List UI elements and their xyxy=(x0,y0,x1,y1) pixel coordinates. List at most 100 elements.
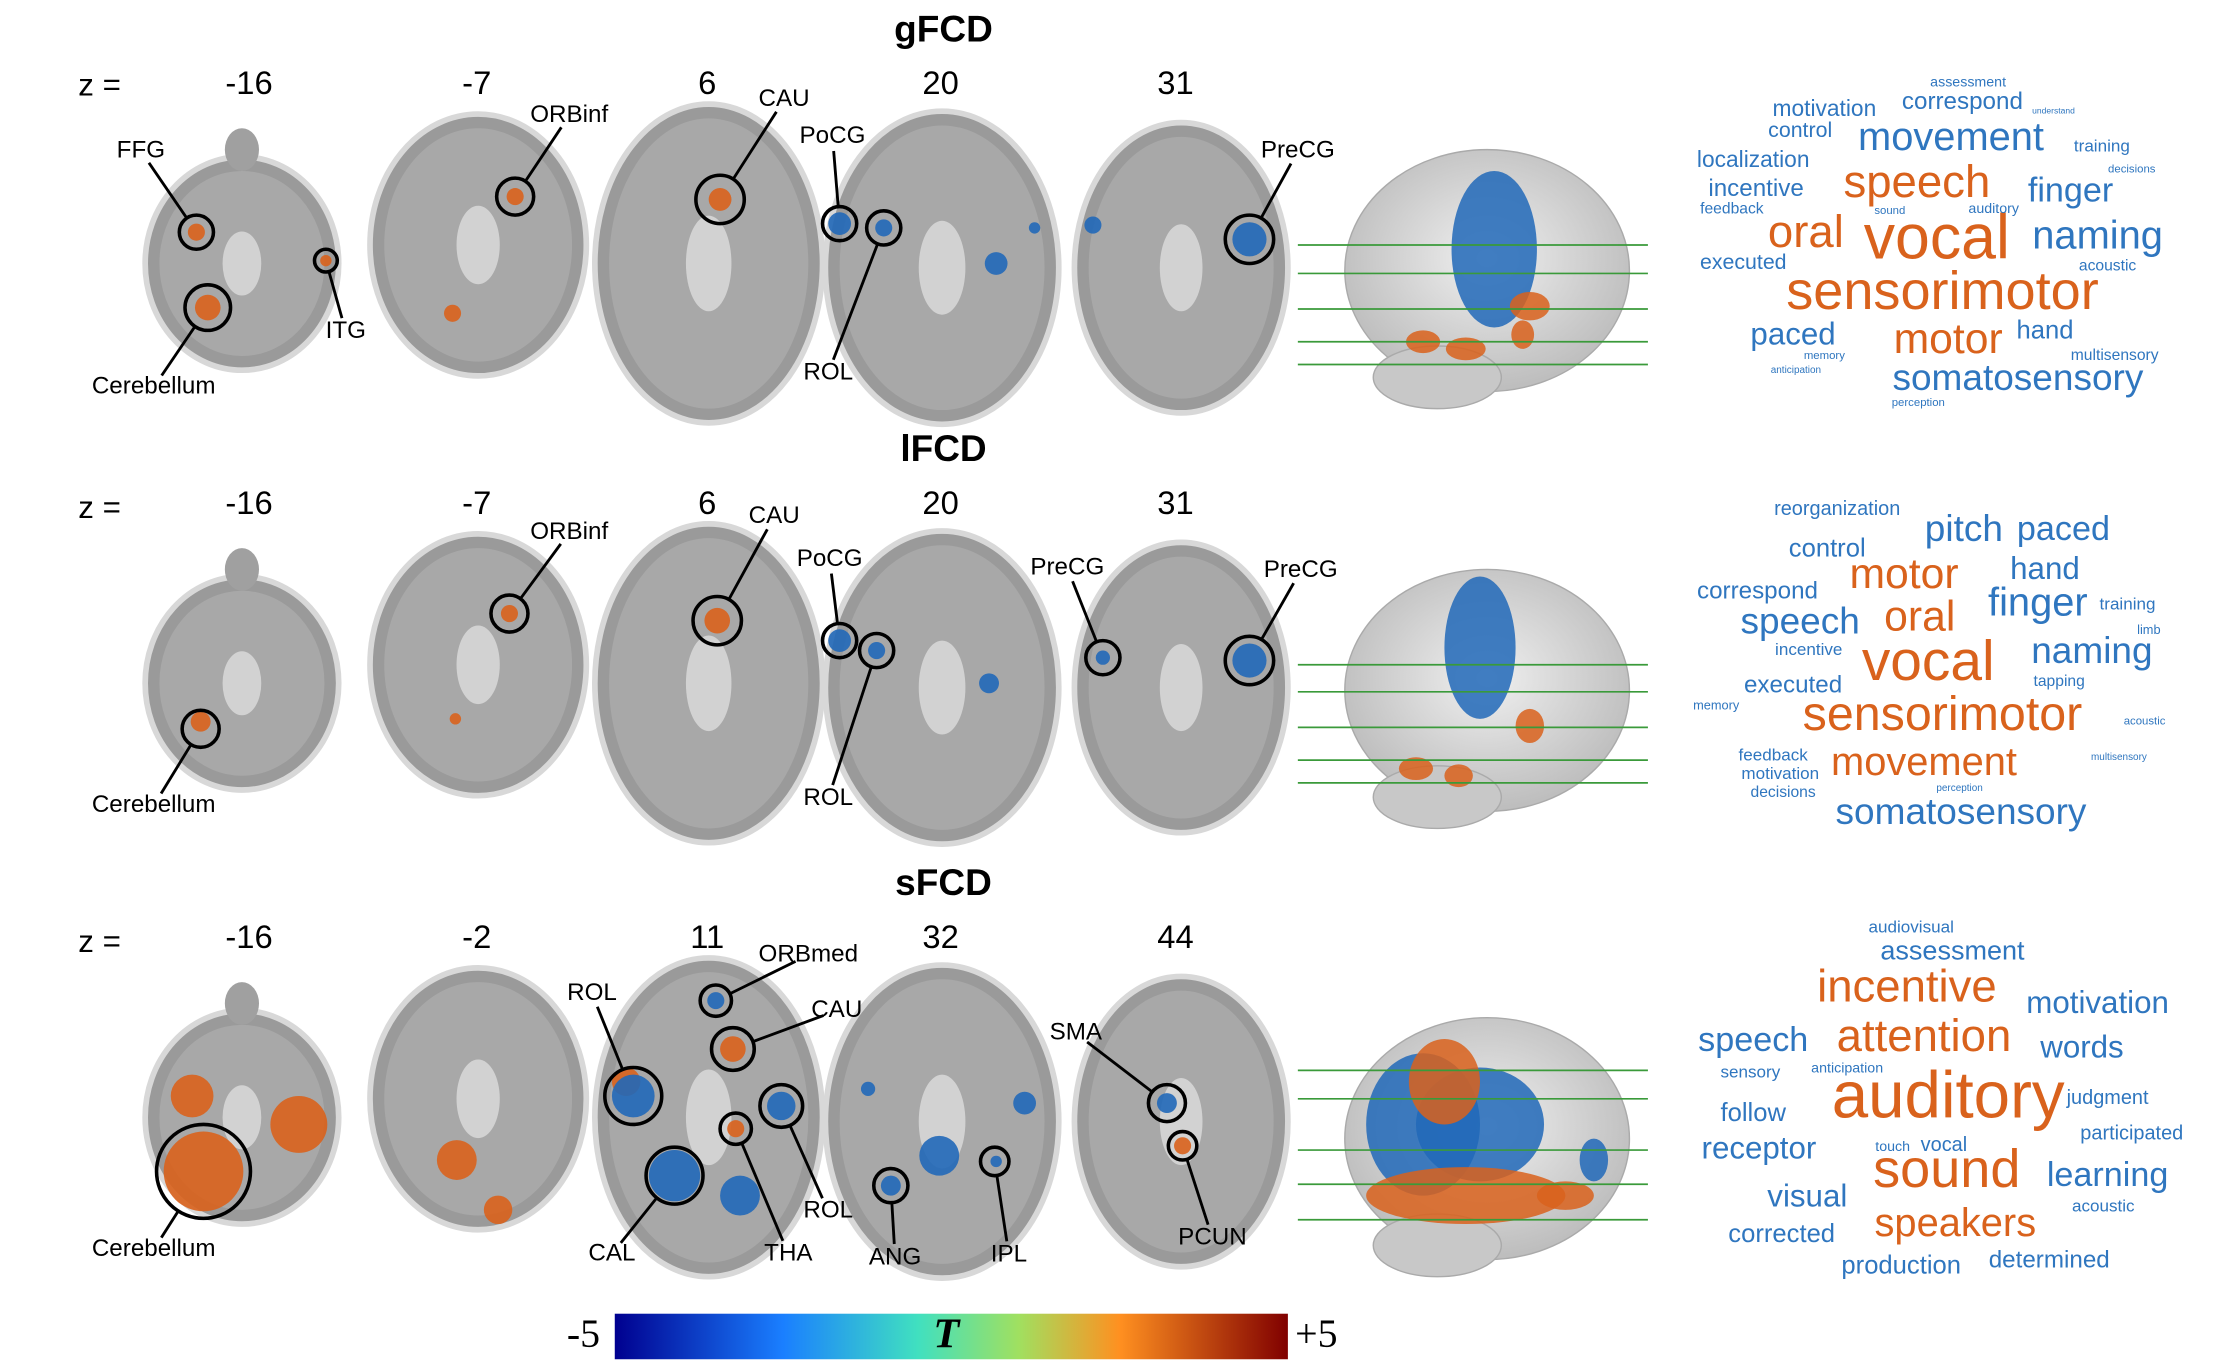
leader-line xyxy=(729,960,797,995)
activation-3d xyxy=(1515,708,1545,744)
word-cloud-term: motor xyxy=(1850,550,1959,598)
region-circle xyxy=(312,247,340,274)
region-label: ROL xyxy=(803,358,853,385)
word-cloud-term: touch xyxy=(1875,1139,1910,1155)
region-label: ITG xyxy=(326,317,366,344)
word-cloud-term: memory xyxy=(1804,350,1845,362)
word-cloud-term: correspond xyxy=(1902,88,2023,115)
region-circle xyxy=(1223,213,1276,266)
leader-line xyxy=(159,743,193,795)
region-label: THA xyxy=(764,1239,813,1266)
word-cloud-term: somatosensory xyxy=(1892,357,2143,398)
leader-line xyxy=(788,1124,824,1199)
word-cloud-term: movement xyxy=(1858,115,2044,159)
activation-cluster xyxy=(767,1091,796,1121)
region-circle xyxy=(183,283,233,333)
region-circle xyxy=(1084,638,1122,677)
word-cloud-term: motor xyxy=(1894,315,2003,363)
leader-line xyxy=(832,150,840,207)
activation-cluster xyxy=(720,1175,760,1216)
leader-line xyxy=(1071,580,1098,643)
word-cloud-term: reorganization xyxy=(1774,498,1900,520)
ventricle xyxy=(918,640,966,735)
activation-cluster xyxy=(483,1195,513,1225)
activation-cluster xyxy=(1084,216,1102,234)
leader-line xyxy=(1260,582,1295,641)
word-cloud-term: auditory xyxy=(1968,201,2019,217)
region-label: ROL xyxy=(803,784,853,811)
region-label: IPL xyxy=(991,1241,1027,1268)
leader-line xyxy=(160,1210,180,1239)
word-cloud-term: motivation xyxy=(1773,95,1877,121)
region-label: CAU xyxy=(811,996,862,1023)
ventricle xyxy=(685,635,732,732)
word-cloud-term: acoustic xyxy=(2124,716,2166,728)
activation-3d xyxy=(1444,576,1516,719)
word-cloud-term: feedback xyxy=(1739,745,1809,764)
region-circle xyxy=(603,1065,664,1127)
word-cloud-term: paced xyxy=(2017,510,2110,548)
activation-cluster xyxy=(720,1036,746,1062)
activation-cluster xyxy=(444,304,462,322)
word-cloud-term: executed xyxy=(1700,250,1787,274)
region-label: ORBmed xyxy=(759,940,858,967)
word-cloud-term: assessment xyxy=(1930,75,2006,91)
ventricle xyxy=(222,231,262,296)
activation-cluster xyxy=(1156,1093,1177,1114)
z-label: z = xyxy=(78,490,121,525)
leader-line xyxy=(519,543,562,600)
region-label: ORBinf xyxy=(530,518,608,545)
word-cloud-term: decisions xyxy=(1751,784,1816,801)
word-cloud-term: perception xyxy=(1892,397,1945,409)
word-cloud-term: audiovisual xyxy=(1869,918,1954,937)
activation-3d xyxy=(1509,291,1550,321)
slice-coordinate: 20 xyxy=(922,64,958,101)
activation-cluster xyxy=(708,188,732,211)
activation-cluster xyxy=(1028,222,1041,234)
activation-cluster xyxy=(1232,222,1267,257)
activation-3d xyxy=(1444,764,1473,788)
leader-line xyxy=(619,1197,658,1244)
ventricle xyxy=(685,215,732,312)
leader-line xyxy=(1185,1158,1210,1226)
activation-cluster xyxy=(880,1175,901,1196)
slice-coordinate: 31 xyxy=(1157,484,1193,521)
word-cloud-term: training xyxy=(2100,595,2156,614)
region-label: PCUN xyxy=(1178,1224,1247,1251)
word-cloud-term: sound xyxy=(1874,205,1905,217)
activation-3d xyxy=(1398,757,1434,781)
slice-coordinate: 44 xyxy=(1157,918,1193,955)
activation-cluster xyxy=(875,219,893,237)
ventricle xyxy=(685,1069,732,1166)
activation-3d xyxy=(1445,337,1486,361)
word-cloud-term: memory xyxy=(1693,697,1740,712)
activation-cluster xyxy=(727,1120,745,1138)
leader-line xyxy=(995,1175,1009,1242)
word-cloud-term: anticipation xyxy=(1771,365,1821,376)
region-label: ROL xyxy=(803,1197,853,1224)
brain-slice-eye xyxy=(224,982,259,1025)
region-label: ORBinf xyxy=(530,101,608,128)
slice-coordinate: -2 xyxy=(462,918,491,955)
region-label: Cerebellum xyxy=(92,373,216,400)
word-cloud-term: acoustic xyxy=(2079,257,2137,274)
word-cloud-term: follow xyxy=(1720,1099,1786,1127)
region-circle xyxy=(177,213,216,252)
activation-3d xyxy=(1408,1039,1480,1125)
activation-cluster xyxy=(1174,1137,1192,1155)
word-cloud-term: attention xyxy=(1837,1010,2012,1061)
slice-coordinate: -7 xyxy=(462,64,491,101)
word-cloud-term: incentive xyxy=(1817,960,1997,1011)
activation-cluster xyxy=(1013,1091,1036,1115)
word-cloud-term: receptor xyxy=(1702,1130,1817,1165)
region-circle xyxy=(718,1111,754,1147)
word-cloud-term: sensorimotor xyxy=(1786,261,2098,321)
leader-line xyxy=(890,1202,896,1245)
activation-cluster xyxy=(648,1150,701,1202)
activation-cluster xyxy=(1232,643,1267,678)
slice-coordinate: 11 xyxy=(690,918,724,955)
leader-line xyxy=(524,126,563,182)
region-circle xyxy=(709,1025,757,1073)
word-cloud-term: oral xyxy=(1768,206,1844,257)
